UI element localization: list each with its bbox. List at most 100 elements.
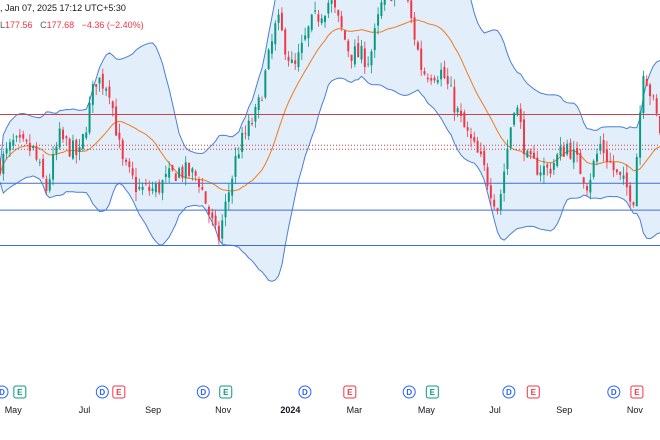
- candle: [178, 166, 181, 179]
- candle: [652, 94, 655, 101]
- candle: [413, 11, 416, 46]
- candle: [526, 149, 529, 158]
- x-tick-label: Jul: [79, 405, 91, 415]
- candle: [32, 145, 35, 151]
- dividend-marker-6[interactable]: D: [298, 385, 312, 399]
- bollinger-upper-line: [0, 0, 660, 167]
- candle: [333, 0, 336, 14]
- candle: [460, 103, 462, 123]
- candle: [440, 62, 443, 87]
- candle: [489, 178, 492, 206]
- candle: [327, 0, 330, 19]
- candle: [589, 173, 592, 200]
- candle: [290, 51, 293, 64]
- candle: [330, 0, 333, 13]
- chart-header-ohlc: L177.56 C177.68 −4.36 (−2.40%): [0, 20, 144, 30]
- candle: [204, 191, 207, 204]
- earnings-marker-3[interactable]: E: [112, 385, 126, 399]
- candle: [357, 35, 360, 58]
- candle: [532, 145, 535, 159]
- candle: [174, 172, 177, 182]
- dividend-marker-10[interactable]: D: [502, 385, 516, 399]
- candle: [307, 25, 310, 47]
- candle: [251, 117, 254, 127]
- x-tick-label: Sep: [556, 405, 572, 415]
- candle: [224, 193, 227, 227]
- earnings-marker-1[interactable]: E: [13, 385, 27, 399]
- horizontal-levels-layer: [0, 114, 660, 246]
- candle: [241, 127, 244, 159]
- candle: [108, 80, 111, 105]
- candle: [261, 96, 264, 102]
- candle: [134, 167, 137, 202]
- candle: [486, 163, 489, 190]
- candle: [552, 158, 555, 175]
- dividend-marker-8[interactable]: D: [402, 385, 416, 399]
- candle: [655, 94, 658, 117]
- candle: [168, 161, 171, 184]
- candle: [360, 40, 363, 64]
- candle: [115, 98, 118, 136]
- candle: [0, 157, 1, 177]
- earnings-marker-13[interactable]: E: [630, 385, 644, 399]
- candle: [22, 130, 25, 142]
- candle: [2, 150, 5, 181]
- candle: [78, 139, 81, 161]
- candle: [247, 114, 250, 141]
- candle: [274, 20, 277, 51]
- candle: [347, 38, 350, 58]
- candle: [324, 15, 327, 28]
- earnings-marker-7[interactable]: E: [343, 385, 357, 399]
- event-label: D: [302, 388, 308, 397]
- candle: [25, 138, 28, 145]
- dividend-marker-2[interactable]: D: [95, 385, 109, 399]
- candle: [426, 73, 429, 83]
- candle: [5, 142, 8, 160]
- bollinger-band-layer: [0, 0, 660, 282]
- earnings-marker-11[interactable]: E: [526, 385, 540, 399]
- candle: [536, 150, 539, 176]
- candle: [125, 157, 128, 166]
- candle: [420, 40, 423, 76]
- candle: [579, 148, 582, 175]
- x-tick-label: Nov: [627, 405, 644, 415]
- earnings-marker-9[interactable]: E: [425, 385, 439, 399]
- candle: [98, 77, 101, 92]
- dividend-marker-0[interactable]: D: [0, 385, 9, 399]
- candle: [509, 126, 512, 151]
- candle: [81, 133, 84, 152]
- candle: [542, 157, 545, 185]
- candle: [592, 159, 595, 180]
- dividend-marker-12[interactable]: D: [607, 385, 621, 399]
- candle: [85, 126, 88, 140]
- candle: [566, 139, 569, 157]
- close-label: C: [40, 20, 47, 30]
- candle: [207, 204, 210, 224]
- candle: [75, 138, 78, 164]
- candle: [350, 54, 353, 69]
- candle: [111, 100, 114, 117]
- candle: [456, 106, 459, 118]
- candle: [635, 153, 638, 207]
- candle: [496, 207, 499, 215]
- event-label: E: [223, 388, 229, 397]
- event-label: D: [506, 388, 512, 397]
- candle: [257, 94, 260, 119]
- candle: [377, 7, 380, 35]
- candle: [55, 141, 58, 161]
- event-label: E: [17, 388, 23, 397]
- candle: [28, 134, 31, 157]
- candle: [151, 181, 154, 195]
- candle: [101, 68, 104, 95]
- candle: [450, 76, 453, 87]
- candle: [158, 179, 161, 195]
- candle: [198, 176, 200, 193]
- candle: [118, 123, 121, 149]
- candle: [569, 138, 572, 160]
- candle: [586, 182, 589, 197]
- dividend-marker-4[interactable]: D: [196, 385, 210, 399]
- earnings-marker-5[interactable]: E: [219, 385, 233, 399]
- candle: [95, 84, 98, 96]
